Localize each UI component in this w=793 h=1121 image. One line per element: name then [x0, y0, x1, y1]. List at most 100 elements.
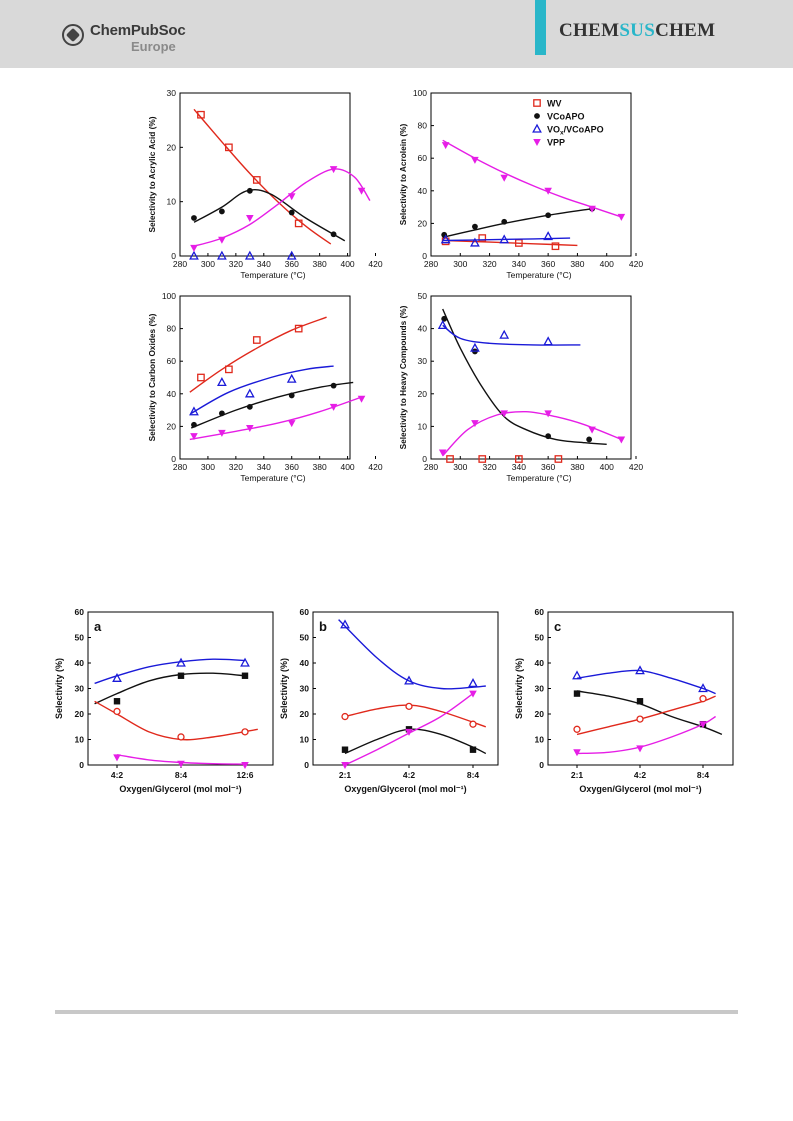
data-point [218, 208, 225, 215]
data-point [470, 237, 480, 247]
x-tick-label: 420 [368, 259, 382, 269]
data-point [500, 174, 509, 182]
data-point [191, 215, 197, 221]
y-tick-label: 20 [167, 421, 177, 431]
series-0 [189, 316, 327, 393]
data-point [499, 329, 510, 339]
y-tick-label: 20 [75, 709, 85, 719]
x-tick-label: 320 [229, 259, 243, 269]
fit-curve [190, 365, 334, 415]
fit-curve [189, 316, 327, 393]
data-point [177, 672, 185, 679]
fit-curve [442, 208, 593, 238]
fit-curve [94, 672, 246, 705]
data-point [554, 455, 563, 463]
brand-name: ChemPubSoc [90, 22, 186, 39]
series-1 [573, 690, 723, 736]
data-point [572, 670, 582, 680]
data-point [635, 665, 645, 675]
data-point [112, 672, 122, 682]
data-point [113, 754, 121, 762]
data-point [286, 373, 297, 383]
data-point [469, 720, 477, 728]
data-point [191, 421, 197, 428]
data-point [544, 410, 552, 418]
x-tick-label: 340 [257, 462, 271, 472]
data-point [288, 392, 295, 399]
data-point [500, 410, 509, 418]
data-point [244, 250, 255, 260]
y-tick-label: 20 [535, 709, 545, 719]
y-tick-label: 20 [418, 389, 428, 399]
x-tick-label: 400 [340, 462, 354, 472]
data-point [113, 707, 121, 716]
x-tick-label: 280 [424, 259, 438, 269]
chempubsoc-logo-icon [62, 24, 84, 46]
y-tick-label: 0 [539, 760, 544, 770]
x-axis-label: Temperature (°C) [240, 473, 305, 483]
data-point [543, 231, 554, 241]
y-tick-label: 0 [422, 251, 427, 261]
data-point [246, 214, 254, 222]
data-point [617, 436, 626, 444]
data-point [189, 250, 199, 260]
fit-curve [193, 108, 332, 245]
x-tick-label: 380 [570, 259, 584, 269]
series-0 [446, 455, 563, 463]
data-point [515, 455, 523, 463]
y-tick-label: 10 [300, 735, 310, 745]
fit-curve [442, 237, 571, 242]
data-point [329, 403, 338, 411]
data-point [330, 231, 337, 238]
series-2 [440, 231, 571, 247]
y-tick-label: 60 [75, 607, 85, 617]
data-point [441, 315, 448, 322]
chart-heavy: 0 10 20 30 40 50 280 300 320 340 360 380 400 420 Tempe… [398, 291, 643, 483]
y-tick-label: 50 [418, 291, 428, 301]
journal-name-right: CHEM [655, 20, 716, 41]
chart-panel-a: 0 10 20 30 40 50 60 4:2 8:4 12:6 Oxygen/Glycerol (… [54, 607, 274, 794]
x-tick-label: 320 [482, 259, 496, 269]
data-point [189, 406, 199, 416]
data-point [246, 187, 253, 194]
data-point [699, 721, 707, 729]
data-point [470, 342, 480, 352]
data-point [544, 187, 552, 195]
data-point [586, 436, 593, 443]
panel-label: c [554, 619, 561, 634]
x-tick-label: 360 [285, 462, 299, 472]
data-point [472, 223, 478, 230]
data-point [197, 110, 205, 119]
y-tick-label: 30 [535, 684, 545, 694]
y-tick-label: 80 [418, 121, 428, 131]
y-tick-label: 0 [304, 760, 309, 770]
fit-curve [576, 690, 723, 736]
series-3 [438, 410, 626, 457]
x-tick-label: 380 [313, 259, 327, 269]
x-tick-label: 380 [570, 462, 584, 472]
series-2 [189, 365, 334, 416]
data-point [217, 377, 227, 387]
x-tick-label: 300 [201, 259, 215, 269]
legend-marker [534, 113, 540, 119]
data-point [357, 187, 366, 195]
x-tick-label: 280 [173, 462, 187, 472]
data-point [543, 336, 554, 346]
x-axis-label: Temperature (°C) [506, 270, 571, 280]
fit-curve [344, 704, 487, 728]
footer-divider [55, 1010, 738, 1014]
y-tick-label: 0 [422, 454, 427, 464]
y-tick-label: 30 [167, 88, 177, 98]
data-point [252, 176, 261, 184]
page-header: ChemPubSoc Europe CHEMSUSCHEM [0, 0, 793, 68]
data-point [218, 410, 225, 417]
data-point [545, 433, 552, 440]
x-tick-label: 360 [541, 259, 555, 269]
data-point [471, 156, 479, 164]
data-point [405, 702, 413, 710]
data-point [468, 678, 478, 688]
data-point [573, 725, 581, 733]
y-tick-label: 40 [300, 658, 310, 668]
